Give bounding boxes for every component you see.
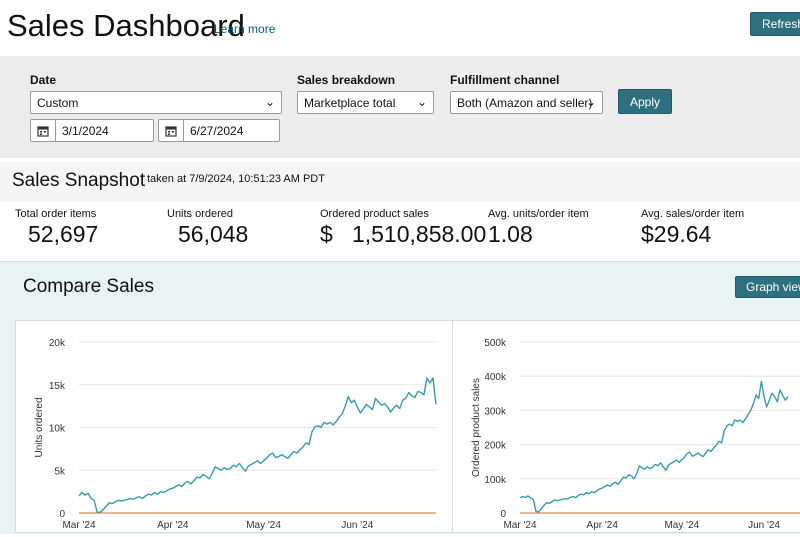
y-tick-label: 400k [484, 372, 507, 383]
metric-value: 52,697 [28, 221, 99, 247]
y-tick-label: 0 [500, 509, 506, 520]
x-tick-label: Jun '24 [341, 520, 373, 531]
metric-value: 56,048 [178, 221, 249, 247]
fulfillment-channel-value: Both (Amazon and seller) [457, 95, 593, 110]
y-tick-label: 10k [49, 424, 66, 435]
y-axis-label: Ordered product sales [471, 378, 482, 477]
end-date-value: 6/27/2024 [190, 123, 244, 138]
metric-label: Avg. sales/order item [641, 208, 745, 220]
chevron-down-icon: ⌄ [416, 95, 427, 109]
chevron-down-icon: ⌄ [585, 95, 596, 109]
y-tick-label: 5k [54, 466, 66, 477]
snapshot-timestamp: taken at 7/9/2024, 10:51:23 AM PDT [147, 173, 325, 185]
learn-more-link[interactable]: Learn more [214, 22, 276, 36]
y-tick-label: 20k [49, 338, 66, 349]
x-tick-label: Mar '24 [62, 520, 95, 531]
snapshot-header-bar [0, 162, 800, 202]
metric-value: $29.64 [641, 221, 712, 247]
x-tick-label: Mar '24 [503, 520, 536, 531]
metric-value: 1.08 [488, 221, 533, 247]
sales-breakdown-label: Sales breakdown [297, 73, 396, 87]
y-tick-label: 100k [484, 475, 507, 486]
ordered-sales-chart-panel: 0 100k 200k 300k 400k 500k Mar '24 Apr '24 May '… [453, 320, 800, 533]
x-tick-label: Jun '24 [748, 520, 780, 531]
sales-series-line [78, 377, 437, 513]
refresh-button[interactable]: Refresh [750, 12, 800, 36]
ordered-product-sales-chart: 0 100k 200k 300k 400k 500k Mar '24 Apr '24 May '… [471, 338, 800, 531]
graph-view-button[interactable]: Graph view [735, 276, 800, 298]
metric-label: Ordered product sales [320, 208, 429, 220]
x-tick-label: May '24 [246, 520, 281, 531]
fulfillment-channel-select[interactable]: Both (Amazon and seller) ⌄ [450, 91, 603, 114]
y-tick-label: 300k [484, 406, 507, 417]
x-tick-label: Apr '24 [587, 520, 619, 531]
x-tick-label: Apr '24 [157, 520, 189, 531]
fulfillment-channel-label: Fulfillment channel [450, 73, 560, 87]
date-range-value: Custom [37, 95, 79, 110]
page-title: Sales Dashboard [7, 8, 245, 43]
metric-label: Total order items [15, 208, 97, 220]
start-date-field[interactable]: 3/1/2024 [30, 119, 154, 142]
end-date-field[interactable]: 6/27/2024 [158, 119, 280, 142]
compare-sales-title: Compare Sales [23, 276, 154, 297]
chevron-down-icon: ⌄ [264, 95, 275, 109]
x-tick-label: May '24 [664, 520, 699, 531]
y-tick-label: 200k [484, 441, 507, 452]
metric-label: Units ordered [167, 208, 234, 220]
filters-panel: Date Custom ⌄ 3/1/2024 6/27/2024 Sales b… [0, 56, 800, 158]
snapshot-title: Sales Snapshot [12, 170, 146, 191]
y-tick-label: 0 [59, 509, 65, 520]
y-tick-label: 15k [49, 381, 66, 392]
date-range-select[interactable]: Custom ⌄ [30, 91, 282, 114]
start-date-value: 3/1/2024 [62, 123, 109, 138]
metric-label: Avg. units/order item [488, 208, 589, 220]
metric-value: $ 1,510,858.00 [320, 221, 487, 247]
sales-breakdown-value: Marketplace total [304, 95, 396, 110]
calendar-icon[interactable] [159, 120, 184, 141]
y-tick-label: 500k [484, 338, 507, 349]
calendar-icon[interactable] [31, 120, 56, 141]
apply-button[interactable]: Apply [618, 89, 672, 114]
y-axis-label: Units ordered [34, 397, 45, 457]
sales-breakdown-select[interactable]: Marketplace total ⌄ [297, 91, 434, 114]
units-ordered-chart: 0 5k 10k 15k 20k Mar '24 Apr '24 May '24 Jun '24… [34, 338, 437, 531]
sales-series-line [519, 380, 789, 513]
units-ordered-chart-panel: 0 5k 10k 15k 20k Mar '24 Apr '24 May '24 Jun '24… [15, 320, 453, 533]
date-label: Date [30, 73, 57, 87]
